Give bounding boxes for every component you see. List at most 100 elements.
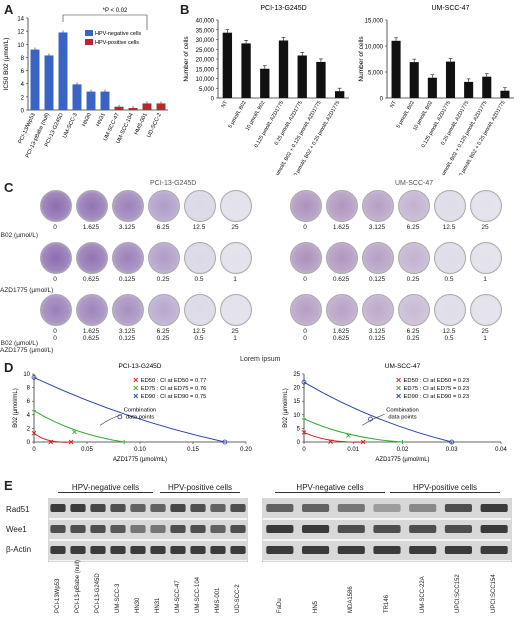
dish-value-label: 1: [483, 335, 487, 342]
bar-b: [278, 40, 289, 98]
blot-strip: [48, 499, 248, 518]
legend-swatch-pos: [85, 39, 93, 45]
blot-band: [70, 525, 86, 533]
row-label-b02: B02 (µmol/L): [0, 232, 38, 239]
blot-band: [337, 546, 365, 554]
colony-dish: [220, 294, 252, 326]
blot-band: [150, 546, 166, 554]
panel-c-colony-assays: PCI-13-G245D UM-SCC-47 B02 (µmol/L) AZD1…: [0, 180, 520, 363]
blot-band: [266, 504, 294, 512]
colony-dish: [76, 190, 108, 222]
y-tick-label-b: 20,000: [196, 58, 215, 64]
dish-value-label: 1: [233, 276, 237, 283]
blot-band: [130, 504, 146, 512]
dish-value-label: 3.125: [368, 224, 386, 231]
colony-dish: [76, 294, 108, 326]
dish-value-label: 1.625: [82, 328, 100, 335]
colony-dish: [434, 190, 466, 222]
blot-band: [150, 504, 166, 512]
annotation-d-line2: data points: [388, 414, 416, 420]
blot-lane-label: HN5: [312, 600, 319, 613]
isobole-marker-d: [302, 416, 306, 421]
colony-dish: [220, 242, 252, 274]
chart-title-d: PCI-13-G245D: [119, 363, 162, 370]
isobole-marker-d: [360, 439, 366, 445]
legend-label-pos: HPV-positive cells: [95, 40, 139, 46]
dish-value-label: 12.5: [442, 224, 456, 231]
x-tick-label-d: 0.03: [446, 447, 458, 453]
legend-label-d: ED50 : CI at ED50 = 0.77: [141, 378, 207, 384]
bar-a: [128, 108, 138, 110]
blot-band: [170, 504, 186, 512]
y-axis-label-d: B02 (µmol/mL): [13, 388, 19, 427]
isobole-line-d: [33, 410, 125, 443]
panel-label-d: D: [4, 360, 14, 375]
blot-lane-label: TR146: [384, 594, 390, 613]
significance-label: *P < 0.02: [103, 8, 128, 14]
isobole-line-d: [303, 432, 364, 443]
annotation-arrow-d: [99, 414, 123, 426]
blot-band: [50, 525, 66, 533]
legend-marker-d: [396, 377, 401, 383]
blot-band: [190, 525, 206, 533]
legend-label-d: ED90 : CI at ED90 = 0.23: [404, 394, 470, 400]
bar-b: [409, 62, 419, 98]
blot-lane-label: FaDu: [276, 598, 283, 613]
colony-dish: [362, 294, 394, 326]
y-tick-label-d: 5: [297, 426, 301, 432]
x-tick-label-d: 0.20: [240, 447, 252, 453]
blot-lane-label: UM-SCC-47: [175, 580, 181, 613]
blot-band: [373, 504, 401, 512]
blot-band: [373, 525, 401, 533]
blot-band: [302, 525, 330, 533]
y-tick-label-b: 5,000: [368, 71, 384, 77]
isobole-line-d: [33, 376, 225, 443]
chart-title-b: PCI-13-G245D: [260, 5, 306, 12]
blot-band: [266, 525, 294, 533]
x-tick-label-a: UD-SCC-2: [146, 112, 163, 138]
dish-value-label: 1: [483, 276, 487, 283]
isobole-marker-d: [449, 439, 455, 445]
y-tick-label-b: 35,000: [196, 28, 215, 34]
dish-value-label: 6.25: [406, 328, 420, 335]
dish-value-label: 12.5: [192, 224, 206, 231]
blot-lane-label: PCI-13-G245D: [95, 573, 101, 613]
panel-b-chart-pci13: PCI-13-G245D 0 5,000 10,000 15,000 20,000 25,0…: [183, 5, 349, 175]
y-tick-label-d: 0: [297, 440, 301, 446]
blot-band: [480, 546, 508, 554]
isobole-marker-d: [122, 440, 127, 444]
y-tick-label-a: 2: [21, 95, 25, 101]
blot-lane-label: UPCI:SCC152: [455, 574, 462, 613]
blot-lane-label: MDA1586: [348, 586, 355, 613]
dish-value-label: 1.625: [82, 224, 100, 231]
combination-point-d: [72, 429, 77, 435]
row-label-combo-azd: AZD1775 (µmol/L): [0, 347, 54, 354]
dish-value-label: 0.25: [406, 276, 420, 283]
dish-value-label: 1: [233, 335, 237, 342]
isobole-marker-d: [32, 408, 36, 413]
blot-strip: [48, 520, 248, 539]
dish-value-label: 0: [303, 276, 307, 283]
blot-band: [230, 525, 246, 533]
combination-point-d: [346, 433, 351, 438]
x-tick-label-d: 0.05: [81, 447, 93, 453]
chart-title-d: UM-SCC-47: [385, 363, 421, 370]
panel-e-western-blots: HPV-negative cells HPV-positive cells HP…: [0, 478, 520, 620]
bar-b: [241, 43, 251, 98]
panel-d-isobologram-pci13: PCI-13-G245D 0 0.05 0.10 0.15 0.20 0 2 4 6 8 10 AZD1…: [13, 363, 252, 463]
legend-label-d: ED90 : CI at ED90 = 0.75: [141, 394, 207, 400]
blot-lane-label: PCI-13-pBabe (null): [75, 559, 81, 613]
x-axis-label-d: AZD1775 (µmol/mL): [375, 457, 429, 463]
dish-value-label: 0: [303, 335, 307, 342]
dish-value-label: 25: [481, 224, 489, 231]
dish-value-label: 1.625: [332, 224, 350, 231]
dish-value-label: 0.25: [156, 276, 170, 283]
panel-d-isobologram-umscc47: UM-SCC-47 0 0.01 0.02 0.03 0.04 0 5 10 15 20 25 AZD1…: [283, 363, 507, 463]
colony-dish: [184, 190, 216, 222]
blot-band: [170, 525, 186, 533]
blot-band: [230, 546, 246, 554]
isobole-marker-d: [301, 379, 307, 385]
blot-band: [337, 504, 365, 512]
y-tick-label-d: 6: [27, 399, 31, 405]
